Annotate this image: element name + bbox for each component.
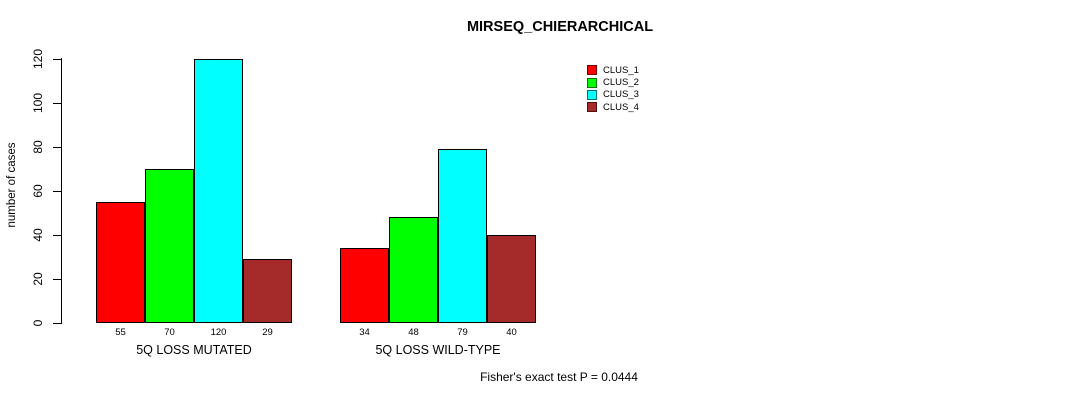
annotation-fisher-test: Fisher's exact test P = 0.0444 [480, 370, 638, 384]
legend-swatch [587, 102, 597, 113]
legend: CLUS_1 CLUS_2 CLUS_3 CLUS_4 [587, 64, 639, 114]
legend-label: CLUS_4 [603, 101, 639, 113]
y-axis-label: number of cases [6, 142, 18, 228]
legend-swatch [587, 65, 597, 76]
bar-value-label: 120 [210, 327, 227, 338]
y-tick-label: 80 [31, 140, 45, 154]
bar-CLUS_3-group2 [438, 149, 487, 323]
bar-value-label: 29 [262, 327, 273, 338]
bar-value-label: 55 [115, 327, 126, 338]
group-label-1: 5Q LOSS MUTATED [136, 343, 252, 357]
y-axis-line [61, 58, 62, 324]
bar-value-label: 48 [408, 327, 419, 338]
bar-value-label: 34 [359, 327, 370, 338]
bar-CLUS_2-group1 [145, 169, 194, 323]
group-label-2: 5Q LOSS WILD-TYPE [375, 343, 501, 357]
y-tick-label: 60 [31, 184, 45, 198]
y-tick-mark [53, 190, 61, 192]
legend-item: CLUS_4 [587, 101, 639, 113]
bar-CLUS_4-group1 [243, 259, 292, 323]
y-tick-mark [53, 58, 61, 60]
legend-label: CLUS_3 [603, 89, 639, 101]
legend-label: CLUS_2 [603, 77, 639, 89]
legend-item: CLUS_1 [587, 64, 639, 76]
y-tick-label: 100 [31, 92, 45, 114]
bar-CLUS_1-group2 [340, 248, 389, 323]
y-tick-label: 20 [31, 272, 45, 286]
legend-swatch [587, 77, 597, 88]
y-tick-label: 0 [31, 319, 45, 327]
y-tick-mark [53, 322, 61, 324]
bar-CLUS_4-group2 [487, 235, 536, 323]
y-tick-label: 120 [31, 48, 45, 70]
legend-label: CLUS_1 [603, 64, 639, 76]
bar-CLUS_1-group1 [96, 202, 145, 323]
y-tick-label: 40 [31, 228, 45, 242]
bar-value-label: 70 [164, 327, 175, 338]
chart-title: MIRSEQ_CHIERARCHICAL [466, 19, 654, 35]
legend-swatch [587, 89, 597, 100]
bar-CLUS_3-group1 [194, 59, 243, 323]
y-tick-mark [53, 146, 61, 148]
legend-item: CLUS_3 [587, 89, 639, 101]
y-tick-mark [53, 234, 61, 236]
bar-value-label: 40 [506, 327, 517, 338]
bar-CLUS_2-group2 [389, 217, 438, 323]
bar-value-label: 79 [457, 327, 468, 338]
y-tick-mark [53, 102, 61, 104]
y-tick-mark [53, 278, 61, 280]
legend-item: CLUS_2 [587, 76, 639, 88]
